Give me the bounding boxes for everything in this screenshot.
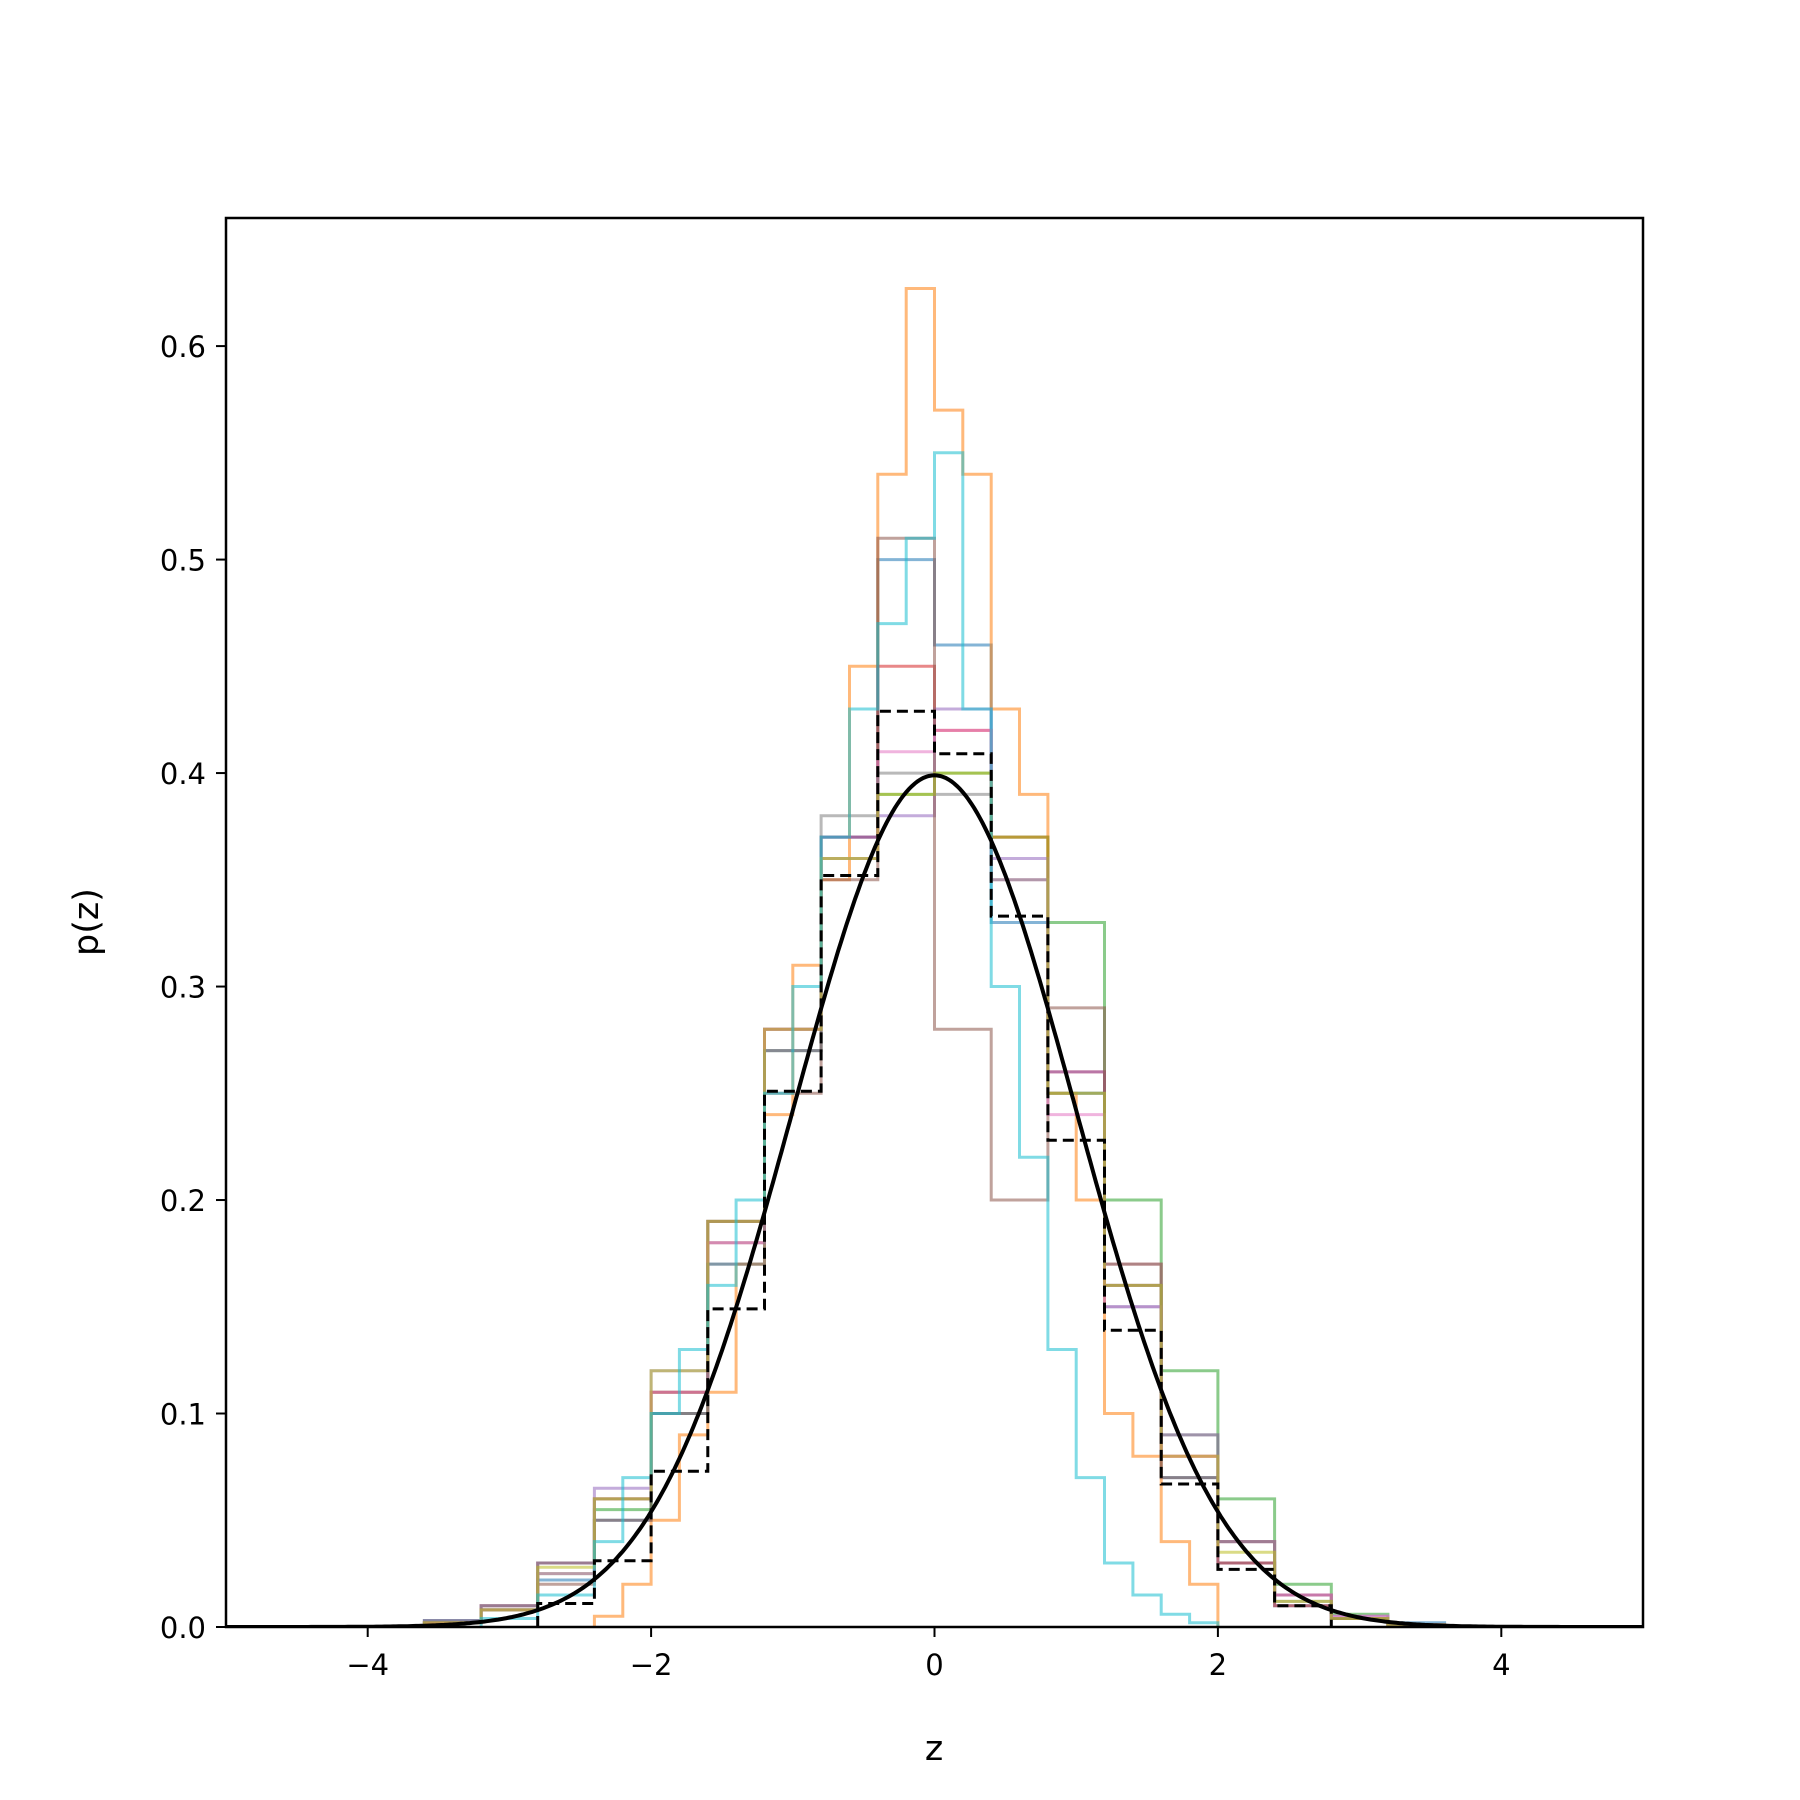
x-tick-label: −4 [346, 1648, 389, 1682]
normal-curve-layer [226, 773, 1643, 1627]
y-axis-label: p(z) [67, 888, 107, 956]
histogram-series-2 [592, 287, 1220, 1627]
y-tick-label: 0.0 [160, 1611, 206, 1645]
normal-pdf-curve [226, 773, 1643, 1627]
y-tick-label: 0.5 [160, 544, 206, 578]
x-tick-label: 0 [925, 1648, 943, 1682]
y-tick-label: 0.1 [160, 1398, 206, 1432]
dashed-histogram [536, 709, 1333, 1627]
x-axis-label: z [925, 1729, 943, 1769]
x-tick-label: −2 [630, 1648, 673, 1682]
y-tick-label: 0.6 [160, 330, 206, 364]
histogram-series-10 [479, 451, 1220, 1627]
y-axis-ticks: 0.0 0.1 0.2 0.3 0.4 0.5 0.6 [160, 330, 226, 1645]
x-tick-label: 4 [1492, 1648, 1510, 1682]
dashed-histogram-layer [536, 709, 1333, 1627]
x-tick-label: 2 [1209, 1648, 1227, 1682]
x-axis-ticks: −4 −2 0 2 4 [346, 1627, 1511, 1682]
y-tick-label: 0.3 [160, 971, 206, 1005]
y-tick-label: 0.4 [160, 757, 206, 791]
y-tick-label: 0.2 [160, 1184, 206, 1218]
